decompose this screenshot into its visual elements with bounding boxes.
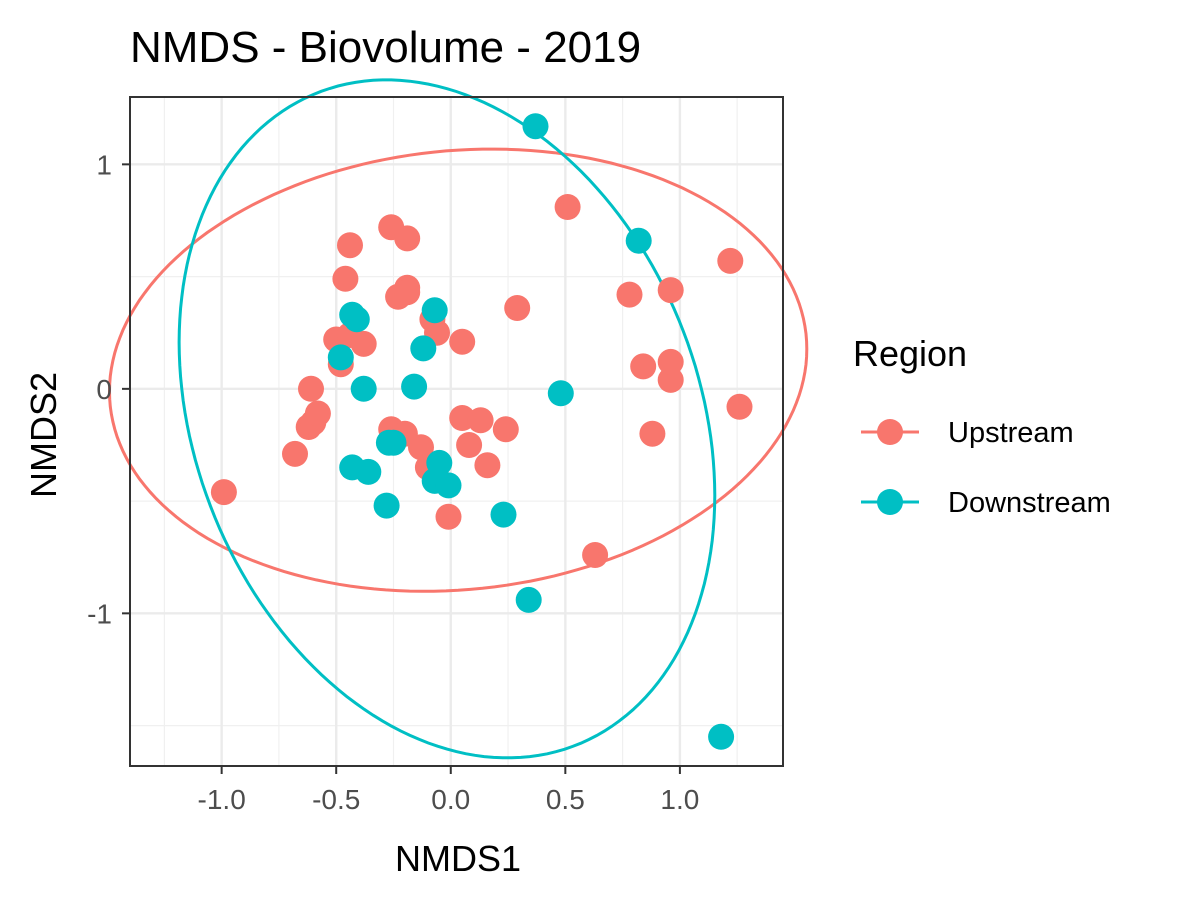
point-upstream xyxy=(304,400,331,427)
point-upstream xyxy=(408,434,434,461)
y-tick-label: -1 xyxy=(87,598,112,629)
plot-border xyxy=(129,96,784,767)
point-upstream xyxy=(282,440,308,467)
point-downstream xyxy=(373,492,400,519)
legend-upstream-marker xyxy=(877,419,903,445)
legend-downstream-label: Downstream xyxy=(948,487,1111,519)
point-downstream xyxy=(435,472,462,499)
point-downstream xyxy=(339,301,366,328)
point-upstream xyxy=(639,420,666,447)
point-downstream xyxy=(350,375,377,402)
ellipse-upstream xyxy=(107,147,809,593)
point-downstream xyxy=(625,227,652,254)
point-upstream xyxy=(657,348,684,375)
point-upstream xyxy=(474,452,501,479)
y-tick-label: 0 xyxy=(96,374,112,405)
plot-background xyxy=(130,97,783,766)
point-downstream xyxy=(522,113,549,140)
point-upstream xyxy=(630,353,657,380)
point-upstream xyxy=(554,194,581,220)
legend-title: Region xyxy=(853,333,967,374)
point-downstream xyxy=(410,335,437,362)
point-upstream xyxy=(657,277,684,304)
x-tick-label: 0.5 xyxy=(546,784,585,815)
y-axis-title: NMDS2 xyxy=(23,372,64,498)
point-downstream xyxy=(708,723,735,750)
point-downstream xyxy=(547,380,574,407)
plot-grid xyxy=(130,97,783,766)
point-upstream xyxy=(350,330,377,357)
x-axis: -1.0 -0.5 0.0 0.5 1.0 xyxy=(198,766,699,815)
point-upstream xyxy=(332,265,359,292)
point-upstream xyxy=(394,225,421,252)
point-upstream xyxy=(210,479,237,506)
scatter-points xyxy=(210,113,753,750)
point-downstream xyxy=(327,344,354,371)
point-downstream xyxy=(515,586,542,613)
point-upstream xyxy=(616,281,643,308)
point-downstream xyxy=(375,429,402,456)
point-upstream xyxy=(394,279,421,306)
point-upstream xyxy=(337,232,363,259)
point-upstream xyxy=(467,407,494,434)
point-upstream xyxy=(449,328,476,355)
x-tick-label: 1.0 xyxy=(660,784,699,815)
x-tick-label: -1.0 xyxy=(198,784,246,815)
point-upstream xyxy=(435,503,462,530)
x-tick-label: 0.0 xyxy=(431,784,470,815)
y-tick-label: 1 xyxy=(96,149,112,180)
point-downstream xyxy=(421,297,448,324)
point-downstream xyxy=(401,373,428,400)
point-upstream xyxy=(657,366,684,393)
legend: Region Upstream Downstream xyxy=(853,333,1111,519)
point-upstream xyxy=(717,247,744,274)
point-downstream xyxy=(490,501,517,528)
chart-title: NMDS - Biovolume - 2019 xyxy=(130,23,641,72)
y-axis: -1 0 1 xyxy=(87,149,130,629)
point-upstream xyxy=(582,542,609,568)
x-axis-title: NMDS1 xyxy=(395,838,521,879)
point-downstream xyxy=(355,458,382,485)
point-upstream xyxy=(456,432,483,458)
ellipse-downstream xyxy=(177,78,717,760)
point-upstream xyxy=(504,295,531,321)
point-upstream xyxy=(726,393,753,420)
point-upstream xyxy=(298,375,324,402)
point-upstream xyxy=(492,416,519,443)
legend-downstream-marker xyxy=(877,489,903,515)
legend-upstream-label: Upstream xyxy=(948,417,1074,449)
x-tick-label: -0.5 xyxy=(312,784,360,815)
confidence-ellipses xyxy=(107,78,809,760)
